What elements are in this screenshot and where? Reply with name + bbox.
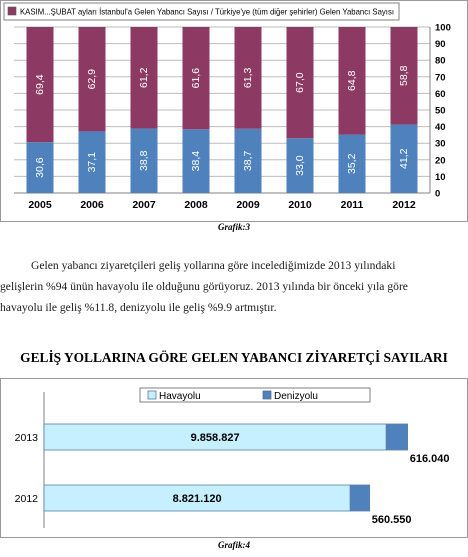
y-tick-label: 80 (435, 56, 446, 67)
bar-segment (130, 27, 158, 129)
legend-swatch (7, 6, 17, 16)
bar-segment (385, 423, 408, 451)
data-label: 616.040 (410, 453, 450, 465)
y-tick-label: 20 (435, 155, 446, 166)
x-tick-label: 2011 (341, 199, 364, 211)
legend-label: KASIM...ŞUBAT ayları İstanbul'a Gelen Ya… (20, 8, 394, 17)
paragraph-line-2: gelişlerin %94 ünün havayolu ile olduğun… (0, 280, 408, 293)
bar-segment (338, 27, 366, 135)
data-label: 38,8 (138, 150, 150, 171)
data-label: 33,0 (294, 155, 306, 176)
y-tick-label: 60 (435, 89, 446, 100)
bar-segment (234, 27, 262, 129)
legend-label: Denizyolu (274, 391, 318, 402)
bar-segment (234, 128, 262, 193)
bar-segment (43, 423, 387, 451)
horizontal-bar-chart: Havayolu Denizyolu 2013 9.858.827 616.040 201… (0, 378, 468, 538)
bar-segment (338, 134, 366, 193)
paragraph-line-3: havayolu ile geliş %11.8, denizyolu ile … (0, 301, 277, 314)
data-label: 69,4 (34, 74, 46, 95)
category-label: 2013 (15, 432, 39, 444)
bar-segment (182, 129, 210, 193)
bar-segment (349, 484, 371, 512)
chart2-caption: Grafik:4 (218, 540, 250, 550)
data-label: 38,7 (242, 151, 254, 172)
data-label: 9.858.827 (191, 432, 240, 444)
y-tick-label: 30 (435, 139, 446, 150)
bar-segment (78, 131, 106, 193)
y-tick-label: 50 (435, 106, 446, 117)
data-label: 61,3 (242, 68, 254, 89)
x-tick-label: 2005 (28, 199, 52, 211)
legend-box (139, 387, 371, 403)
category-label: 2012 (15, 493, 39, 505)
data-label: 8.821.120 (173, 493, 222, 505)
bar-segment (286, 27, 314, 139)
y-tick-label: 10 (435, 172, 446, 183)
chart2-title: GELİŞ YOLLARINA GÖRE GELEN YABANCI ZİYAR… (20, 350, 448, 365)
x-tick-label: 2010 (288, 199, 312, 211)
data-label: 58,8 (398, 65, 410, 86)
data-label: 37,1 (86, 152, 98, 173)
y-tick-label: 0 (435, 189, 440, 200)
y-tick-label: 70 (435, 72, 446, 83)
data-label: 30,6 (34, 157, 46, 178)
data-label: 560.550 (372, 514, 412, 526)
bar-segment (182, 27, 210, 130)
legend-swatch (262, 390, 272, 400)
stacked-column-chart: 0 10 20 30 40 50 60 70 80 90 100 KASIM...ŞUBAT ayla… (0, 0, 468, 222)
bar-segment (286, 138, 314, 193)
bar-segment (78, 27, 106, 132)
x-tick-label: 2008 (184, 199, 208, 211)
data-label: 35,2 (346, 153, 358, 174)
bar-segment (390, 27, 418, 125)
bar-segment (130, 128, 158, 193)
y-tick-label: 40 (435, 122, 446, 133)
y-tick-label: 100 (435, 23, 451, 34)
bar-segment (26, 27, 54, 143)
legend-label: Havayolu (159, 391, 201, 402)
paragraph-line-1: Gelen yabancı ziyaretçileri geliş yollar… (31, 259, 396, 272)
data-label: 41,2 (398, 148, 410, 169)
bar-segment (26, 142, 54, 193)
x-tick-label: 2009 (236, 199, 260, 211)
data-label: 67,0 (294, 72, 306, 93)
data-label: 62,9 (86, 69, 98, 90)
y-tick-label: 90 (435, 39, 446, 50)
data-label: 64,8 (346, 70, 358, 91)
bar-segment (390, 124, 418, 193)
x-tick-label: 2007 (132, 199, 156, 211)
legend-swatch (147, 390, 157, 400)
x-tick-label: 2006 (80, 199, 104, 211)
legend-box (3, 2, 400, 21)
data-label: 61,2 (138, 67, 150, 88)
x-tick-label: 2012 (392, 199, 416, 211)
data-label: 38,4 (190, 151, 202, 172)
data-label: 61,6 (190, 68, 202, 89)
chart1-caption: Grafik:3 (218, 222, 250, 232)
